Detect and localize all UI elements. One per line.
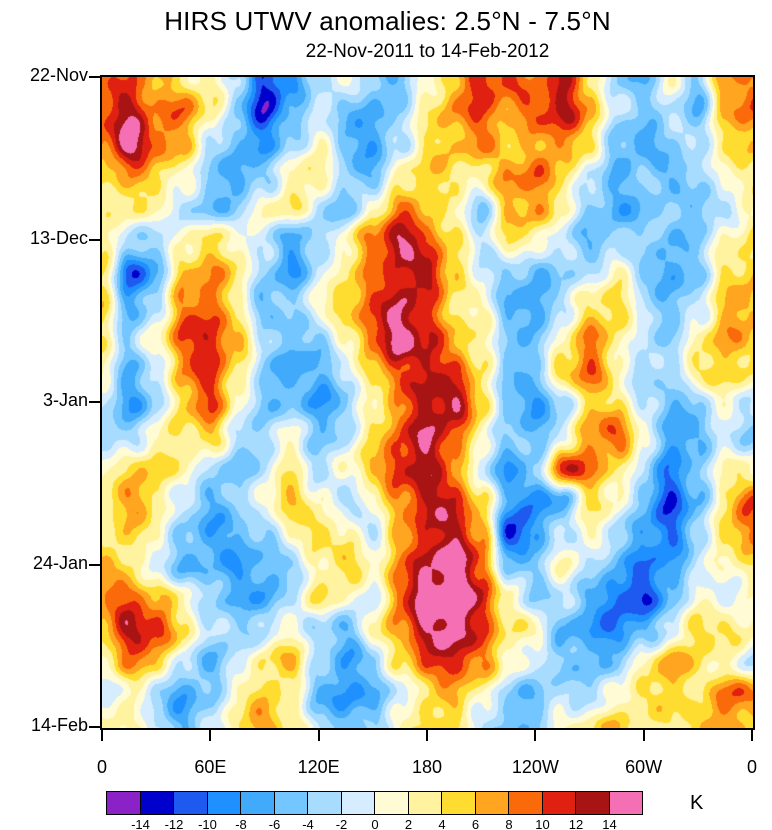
colorbar-cell — [475, 792, 509, 814]
colorbar-cell — [341, 792, 375, 814]
colorbar-tick-label: 14 — [602, 817, 617, 830]
colorbar-tick-label: 0 — [371, 817, 379, 830]
x-axis-tick — [101, 730, 103, 741]
colorbar-tick-label: -6 — [268, 817, 281, 830]
colorbar-cell — [207, 792, 241, 814]
x-axis-label: 0 — [746, 757, 758, 777]
x-axis-label: 60W — [625, 757, 663, 777]
x-axis-tick — [426, 730, 428, 741]
colorbar-cell — [107, 792, 141, 814]
colorbar-tick-label: 10 — [535, 817, 550, 830]
y-axis-label: 22-Nov — [29, 65, 88, 85]
x-axis-tick — [642, 730, 645, 741]
x-axis-tick — [534, 730, 537, 741]
colorbar-cell — [509, 792, 543, 814]
x-axis-label: 180 — [411, 757, 443, 777]
y-axis-label: 14-Feb — [30, 715, 88, 735]
colorbar-cell — [274, 792, 308, 814]
colorbar-cell — [609, 792, 642, 814]
colorbar-tick-label: -8 — [235, 817, 247, 830]
y-axis-tick — [89, 76, 100, 78]
colorbar-cell — [442, 792, 476, 814]
colorbar-tick-label: 4 — [438, 817, 446, 830]
colorbar-cell — [140, 792, 174, 814]
y-axis-label: 3-Jan — [42, 390, 88, 410]
y-axis-tick — [89, 238, 100, 241]
chart-title: HIRS UTWV anomalies: 2.5°N - 7.5°N — [164, 6, 611, 36]
colorbar-tick-label: -2 — [335, 817, 348, 830]
y-axis-label: 13-Dec — [29, 227, 88, 248]
x-axis-tick — [317, 730, 320, 741]
colorbar-tick-label: 2 — [404, 817, 413, 830]
colorbar-tick-label: -4 — [302, 817, 314, 830]
plot-area — [89, 75, 755, 741]
colorbar-tick-label: -10 — [198, 817, 217, 830]
y-axis-tick — [89, 563, 100, 566]
x-axis-tick — [209, 730, 212, 741]
colorbar-cell — [308, 792, 342, 814]
x-axis-label: 60E — [194, 757, 227, 777]
colorbar-tick-label: -12 — [164, 817, 184, 830]
colorbar-cell — [375, 792, 409, 814]
colorbar — [106, 791, 643, 815]
colorbar-cell — [576, 792, 610, 814]
colorbar-cell — [408, 792, 442, 814]
colorbar-cell — [542, 792, 576, 814]
x-axis-label: 120E — [297, 757, 340, 777]
colorbar-tick-label: 8 — [505, 817, 513, 830]
heatmap-canvas — [102, 77, 753, 728]
y-axis-label: 24-Jan — [32, 552, 88, 573]
y-axis-tick — [89, 726, 100, 728]
x-axis-label: 0 — [96, 757, 108, 777]
x-axis-label: 120W — [511, 757, 559, 777]
y-axis-tick — [89, 401, 100, 403]
colorbar-cell — [174, 792, 208, 814]
colorbar-tick-label: 6 — [471, 817, 480, 830]
colorbar-tick-label: -14 — [131, 817, 150, 830]
colorbar-tick-label: 12 — [568, 817, 584, 830]
colorbar-cell — [241, 792, 275, 814]
x-axis-tick — [751, 730, 753, 741]
chart-subtitle: 22-Nov-2011 to 14-Feb-2012 — [305, 41, 550, 62]
unit-label: K — [690, 792, 704, 814]
